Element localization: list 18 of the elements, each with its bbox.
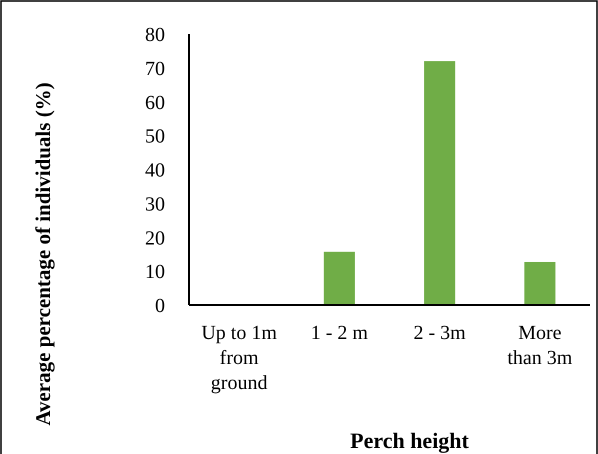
x-tick-label: 1 - 2 m bbox=[310, 322, 368, 344]
bar bbox=[324, 252, 355, 305]
y-tick-label: 60 bbox=[145, 92, 165, 114]
y-tick-label: 30 bbox=[145, 193, 165, 216]
x-tick-label: Up to 1m from ground bbox=[201, 322, 278, 394]
bar bbox=[424, 61, 456, 305]
x-tick-label: 2 - 3m bbox=[414, 322, 466, 344]
y-tick-label: 80 bbox=[145, 24, 165, 46]
y-tick-label: 10 bbox=[145, 261, 165, 284]
y-axis-title: Average percentage of individuals (%) bbox=[31, 82, 55, 426]
y-tick-label: 20 bbox=[145, 227, 165, 250]
y-tick-label: 0 bbox=[155, 295, 165, 317]
bar bbox=[524, 262, 556, 305]
y-tick-label: 70 bbox=[145, 58, 165, 80]
y-tick-label: 50 bbox=[145, 126, 165, 148]
y-tick-label: 40 bbox=[145, 160, 165, 182]
x-axis-title: Perch height bbox=[350, 428, 470, 453]
x-tick-label: More than 3m bbox=[507, 322, 573, 369]
